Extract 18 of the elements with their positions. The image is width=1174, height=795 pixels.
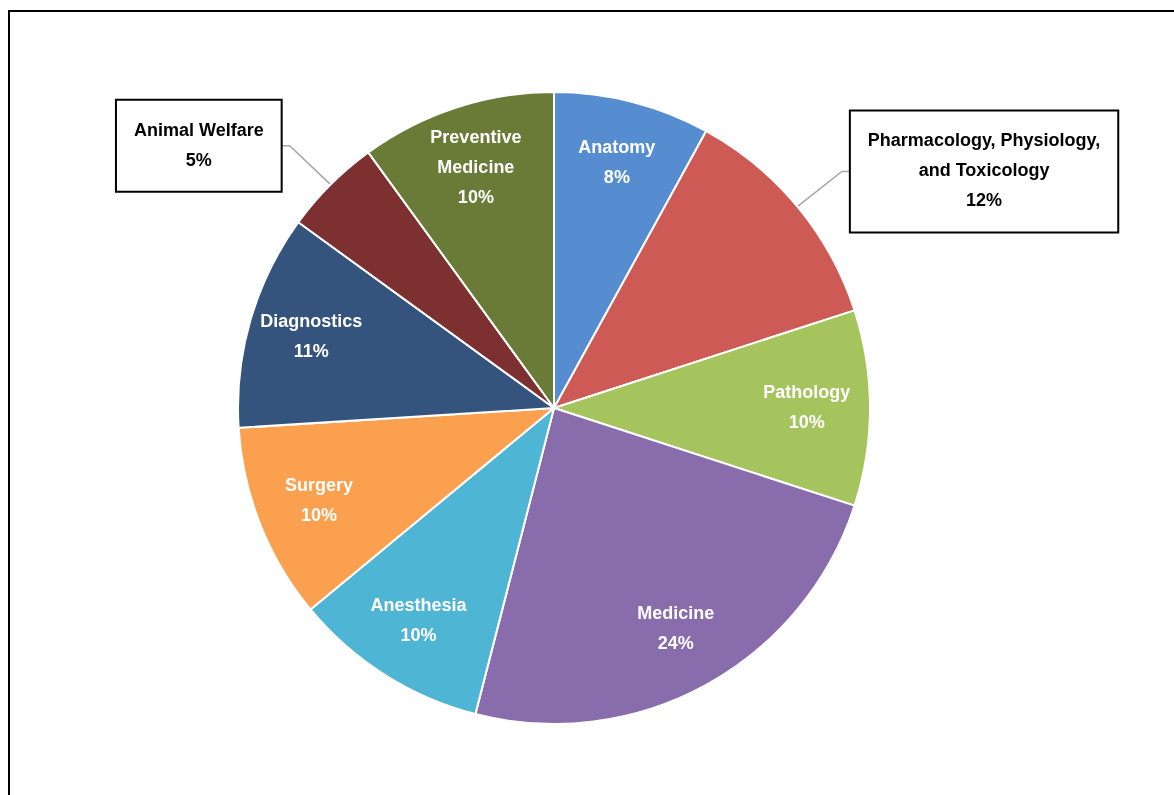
slice-label: Diagnostics: [260, 311, 363, 332]
data-label: 5%: [185, 149, 212, 170]
slice-label: Anesthesia: [370, 595, 468, 616]
slice-label: Animal Welfare: [133, 119, 264, 140]
data-label: 12%: [966, 190, 1003, 211]
slice-label: Medicine: [637, 603, 715, 624]
data-label: 10%: [300, 505, 337, 526]
slice-label: Preventive Medicine: [430, 126, 522, 177]
data-label: 11%: [293, 341, 329, 362]
data-label: 10%: [457, 186, 494, 207]
slice-label: Surgery: [284, 475, 353, 496]
slice-label: Anatomy: [578, 137, 656, 158]
data-label: 10%: [788, 411, 825, 432]
slice-label: Pathology: [763, 381, 851, 402]
data-label: 8%: [603, 167, 630, 188]
slice-label: Pharmacology, Physiology, and Toxicology: [867, 130, 1101, 181]
data-label: 24%: [657, 633, 694, 654]
data-label: 10%: [400, 625, 437, 646]
